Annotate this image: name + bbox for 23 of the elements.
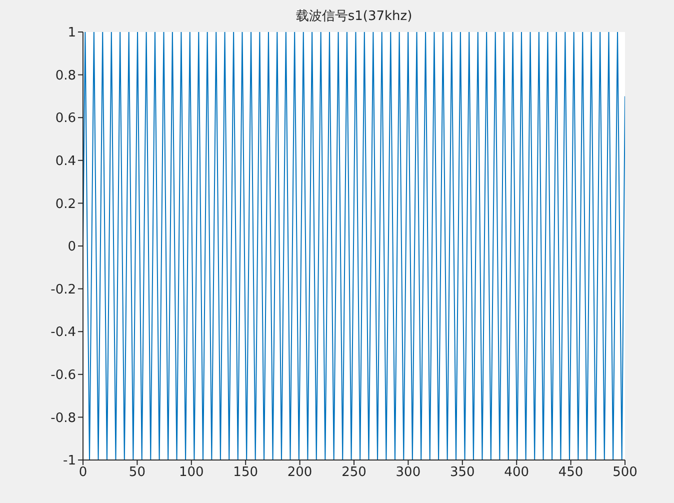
- y-tick-label: 0: [68, 240, 76, 255]
- x-tick-label: 300: [396, 465, 421, 480]
- x-tick-label: 350: [450, 465, 475, 480]
- y-tick-label: -0.6: [50, 368, 76, 384]
- y-tick-label: 1: [68, 26, 76, 41]
- x-tick-label: 0: [78, 465, 88, 480]
- y-tick-label: 0.4: [55, 154, 76, 170]
- x-tick-label: 100: [178, 465, 204, 480]
- chart-title: 载波信号s1(37khz): [294, 8, 414, 25]
- x-tick-label: 150: [233, 465, 258, 480]
- x-tick-label: 500: [612, 465, 638, 480]
- y-tick-label: -0.8: [50, 410, 76, 426]
- x-tick-label: 50: [128, 465, 146, 480]
- y-tick-label: 0.8: [55, 68, 76, 84]
- x-tick-label: 450: [558, 465, 584, 480]
- x-tick-label: 400: [504, 465, 530, 480]
- y-tick-label: 0.2: [55, 196, 76, 212]
- y-tick-label: -0.2: [50, 282, 76, 298]
- x-tick-label: 200: [287, 465, 312, 480]
- x-tick-label: 250: [342, 465, 366, 480]
- y-tick-label: 0.6: [55, 111, 76, 126]
- y-tick-label: -0.4: [50, 325, 76, 340]
- y-tick-label: -1: [63, 454, 76, 469]
